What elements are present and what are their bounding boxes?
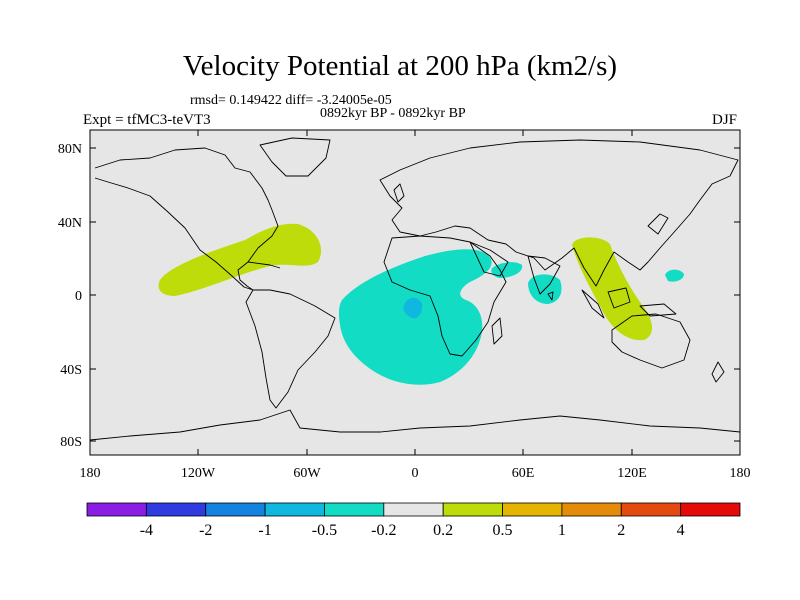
south-america-coast [245, 289, 336, 409]
lon-label: 0 [412, 466, 419, 481]
new-guinea-coast [639, 303, 677, 317]
colorbar-label: -0.5 [312, 522, 337, 539]
colorbar-swatch [86, 502, 147, 517]
colorbar-swatch [561, 502, 622, 517]
colorbar-swatch [145, 502, 207, 517]
colorbar-label: -1 [258, 522, 271, 539]
central-africa-strong-negative [403, 297, 423, 319]
lat-label: 40N [58, 216, 82, 231]
lon-label: 120E [617, 466, 647, 481]
west-pacific-negative [665, 269, 684, 282]
colorbar-label: -0.2 [371, 522, 396, 539]
axis-ticks [89, 130, 741, 455]
lon-label: 180 [730, 466, 751, 481]
stats-label: rmsd= 0.149422 diff= -3.24005e-05 [190, 93, 392, 108]
australia-coast [611, 313, 691, 369]
sri-lanka-coast [547, 291, 554, 301]
eurasia-coast [379, 139, 739, 287]
madagascar-coast [491, 317, 503, 345]
greenland-coast [259, 137, 331, 177]
coastlines [89, 137, 741, 441]
lon-label: 120W [181, 466, 216, 481]
lat-label: 0 [75, 289, 82, 304]
colorbar-label: 4 [677, 522, 685, 539]
colorbar-swatch [324, 502, 385, 517]
arabian-sea-negative [491, 262, 523, 278]
borneo-coast [607, 287, 631, 309]
antarctica-coast [89, 409, 741, 441]
lon-label: 180 [80, 466, 101, 481]
cuba-coast [247, 261, 281, 269]
india-coast [527, 255, 561, 295]
colorbar-swatch [205, 502, 266, 517]
japan-coast [647, 213, 669, 235]
longitude-labels: 180 120W 60W 0 60E 120E 180 [80, 466, 751, 481]
colorbar: -4 -2 -1 -0.5 -0.2 0.2 0.5 1 2 4 [86, 502, 741, 539]
colorbar-swatch [680, 502, 741, 517]
colorbar-swatch [264, 502, 325, 517]
map-title: Velocity Potential at 200 hPa (km2/s) [182, 50, 618, 82]
colorbar-label: 0.5 [493, 522, 513, 539]
sumatra-coast [581, 289, 605, 319]
colorbar-label: 0.2 [433, 522, 453, 539]
colorbar-label: 2 [617, 522, 625, 539]
positive-anomaly-regions [158, 223, 653, 341]
colorbar-label: -4 [140, 522, 153, 539]
colorbar-label: -2 [199, 522, 212, 539]
period-label: 0892kyr BP - 0892kyr BP [320, 106, 466, 121]
lat-label: 40S [60, 363, 82, 378]
lon-label: 60E [512, 466, 535, 481]
lon-label: 60W [293, 466, 321, 481]
colorbar-swatch [502, 502, 563, 517]
north-atlantic-positive [158, 223, 322, 296]
britain-coast [393, 183, 405, 203]
colorbar-swatch [620, 502, 682, 517]
lat-label: 80S [60, 435, 82, 450]
arabia-coast [469, 241, 509, 277]
colorbar-swatch [383, 502, 444, 517]
latitude-labels: 80N 40N 0 40S 80S [58, 142, 82, 450]
lat-label: 80N [58, 142, 82, 157]
experiment-label: Expt = tfMC3-teVT3 [83, 112, 211, 128]
season-label: DJF [712, 112, 738, 128]
new-zealand-coast [711, 361, 725, 383]
colorbar-swatch [442, 502, 503, 517]
colorbar-label: 1 [558, 522, 566, 539]
maritime-continent-positive [572, 237, 653, 341]
